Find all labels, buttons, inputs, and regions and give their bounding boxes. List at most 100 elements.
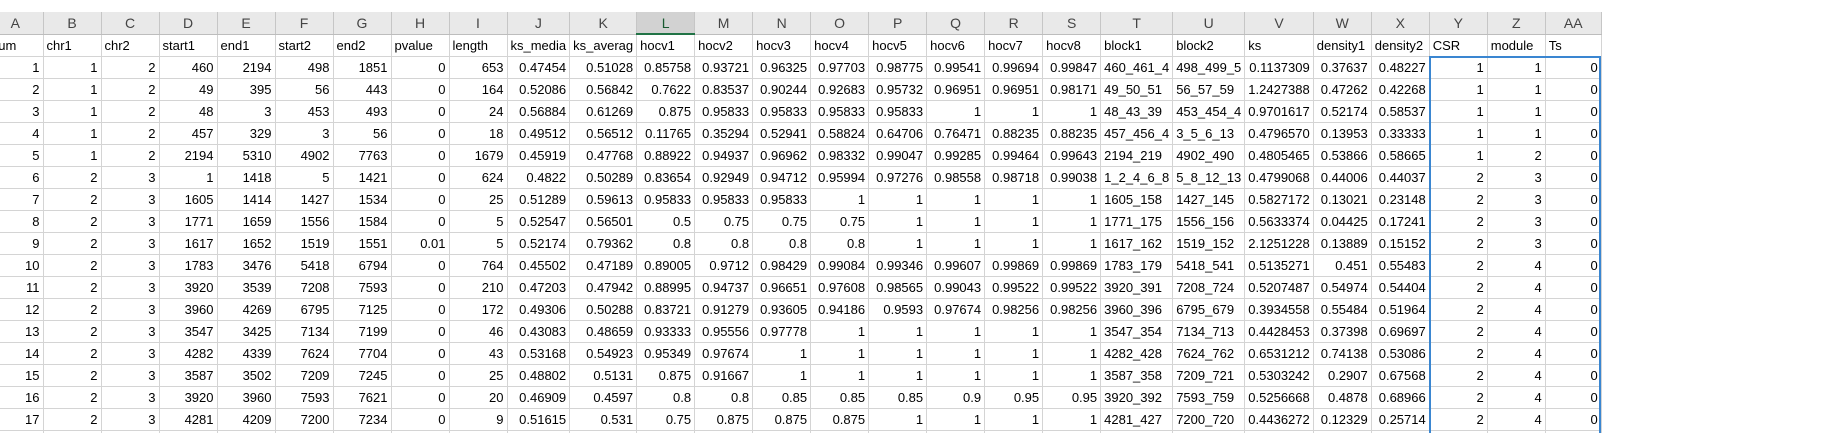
field-name-cell[interactable]: length xyxy=(449,34,508,57)
cell[interactable]: 3 xyxy=(0,100,44,123)
cell[interactable]: 2 xyxy=(101,100,160,123)
cell[interactable]: 0.98558 xyxy=(926,166,986,189)
cell[interactable]: 7624_762 xyxy=(1172,342,1246,365)
cell[interactable]: 0.9 xyxy=(926,386,986,409)
cell[interactable]: 0.67568 xyxy=(1371,364,1430,387)
cell[interactable]: 1 xyxy=(1429,144,1488,167)
cell[interactable]: 1 xyxy=(810,188,870,211)
cell[interactable]: 0.5827172 xyxy=(1244,188,1314,211)
cell[interactable]: 0.51615 xyxy=(507,408,571,431)
cell[interactable]: 0.15152 xyxy=(1371,232,1430,255)
cell[interactable]: 0 xyxy=(391,276,450,299)
cell[interactable]: 453_454_4 xyxy=(1172,100,1246,123)
cell[interactable]: 1605 xyxy=(159,188,218,211)
cell[interactable]: 1519 xyxy=(275,232,334,255)
cell[interactable]: 0 xyxy=(391,188,450,211)
cell[interactable]: 6 xyxy=(0,166,44,189)
field-name-cell[interactable]: hocv2 xyxy=(694,34,754,57)
field-name-cell[interactable]: chr2 xyxy=(101,34,160,57)
cell[interactable]: 2 xyxy=(43,232,102,255)
cell[interactable]: 0.8 xyxy=(636,386,696,409)
cell[interactable]: 1 xyxy=(1487,78,1546,101)
cell[interactable]: 0.83537 xyxy=(694,78,754,101)
cell[interactable]: 0.95833 xyxy=(752,100,812,123)
cell[interactable]: 49 xyxy=(159,78,218,101)
cell[interactable]: 3425 xyxy=(217,320,276,343)
cell[interactable]: 3960 xyxy=(159,298,218,321)
cell[interactable]: 0.95833 xyxy=(810,100,870,123)
cell[interactable]: 3960_396 xyxy=(1100,298,1174,321)
cell[interactable]: 0.46432 xyxy=(569,430,638,433)
cell[interactable]: 1 xyxy=(1487,122,1546,145)
cell[interactable]: 0.76471 xyxy=(926,122,986,145)
cell[interactable]: 0.48227 xyxy=(1371,56,1430,79)
cell[interactable]: 0.875 xyxy=(810,408,870,431)
cell[interactable]: 460_461_4 xyxy=(1100,56,1174,79)
cell[interactable]: 1 xyxy=(43,56,102,79)
cell[interactable]: 0.51028 xyxy=(569,56,638,79)
cell[interactable]: 2 xyxy=(101,78,160,101)
cell[interactable]: 0.98256 xyxy=(984,298,1044,321)
cell[interactable]: 0.99346 xyxy=(868,254,928,277)
cell[interactable]: 0 xyxy=(1545,298,1602,321)
cell[interactable]: 0.88995 xyxy=(636,276,696,299)
cell[interactable]: 4 xyxy=(1487,254,1546,277)
cell[interactable]: 0.37637 xyxy=(1313,56,1372,79)
cell[interactable]: 4 xyxy=(1487,276,1546,299)
cell[interactable]: 1427_145 xyxy=(1172,188,1246,211)
field-name-cell[interactable]: hocv5 xyxy=(868,34,928,57)
cell[interactable]: 2194 xyxy=(159,144,218,167)
cell[interactable]: 0.8 xyxy=(810,232,870,255)
column-header-n[interactable]: N xyxy=(752,12,812,35)
field-name-cell[interactable]: hocv6 xyxy=(926,34,986,57)
cell[interactable]: 3587_358 xyxy=(1100,364,1174,387)
cell[interactable]: 2 xyxy=(1429,166,1488,189)
cell[interactable]: 1771_175 xyxy=(1100,210,1174,233)
cell[interactable]: 0.58665 xyxy=(1371,144,1430,167)
cell[interactable]: 0.93721 xyxy=(694,56,754,79)
field-name-cell[interactable]: end2 xyxy=(333,34,392,57)
cell[interactable]: 1 xyxy=(1042,364,1102,387)
cell[interactable]: 0.52547 xyxy=(507,210,571,233)
cell[interactable]: 1421 xyxy=(333,166,392,189)
cell[interactable]: 0.97674 xyxy=(926,298,986,321)
cell[interactable]: 0.5633374 xyxy=(1244,210,1314,233)
cell[interactable]: 7209_721 xyxy=(1172,364,1246,387)
cell[interactable]: 1 xyxy=(1042,342,1102,365)
cell[interactable]: 56_57_59 xyxy=(1172,78,1246,101)
cell[interactable]: 0.83654 xyxy=(636,166,696,189)
cell[interactable]: 0.98332 xyxy=(810,144,870,167)
cell[interactable]: 0.35294 xyxy=(694,122,754,145)
cell[interactable]: 1 xyxy=(926,100,986,123)
cell[interactable]: 0.8 xyxy=(636,232,696,255)
cell[interactable]: 0.54974 xyxy=(1313,276,1372,299)
cell[interactable]: 1 xyxy=(984,188,1044,211)
column-header-q[interactable]: Q xyxy=(926,12,986,35)
cell[interactable]: 0.64706 xyxy=(868,122,928,145)
cell[interactable]: 0.13953 xyxy=(1313,122,1372,145)
cell[interactable]: 1 xyxy=(984,430,1044,433)
cell[interactable]: 3920_392 xyxy=(1100,386,1174,409)
cell[interactable]: 0.96951 xyxy=(984,78,1044,101)
cell[interactable]: 0.99643 xyxy=(1042,144,1102,167)
cell[interactable]: 4902_490 xyxy=(1172,144,1246,167)
cell[interactable]: 1617 xyxy=(159,232,218,255)
cell[interactable]: 1 xyxy=(1042,210,1102,233)
cell[interactable]: 2 xyxy=(43,430,102,433)
cell[interactable]: 1414 xyxy=(217,188,276,211)
cell[interactable]: 764 xyxy=(449,254,508,277)
cell[interactable]: 0.4822 xyxy=(507,166,571,189)
cell[interactable]: 6794 xyxy=(333,254,392,277)
cell[interactable]: 1584 xyxy=(333,210,392,233)
column-header-g[interactable]: G xyxy=(333,12,392,35)
column-header-w[interactable]: W xyxy=(1313,12,1372,35)
column-header-s[interactable]: S xyxy=(1042,12,1102,35)
cell[interactable]: 1 xyxy=(926,364,986,387)
cell[interactable]: 2 xyxy=(43,166,102,189)
cell[interactable]: 0.55483 xyxy=(1371,254,1430,277)
cell[interactable]: 5418 xyxy=(275,254,334,277)
cell[interactable]: 5 xyxy=(449,210,508,233)
field-name-cell[interactable]: chr1 xyxy=(43,34,102,57)
